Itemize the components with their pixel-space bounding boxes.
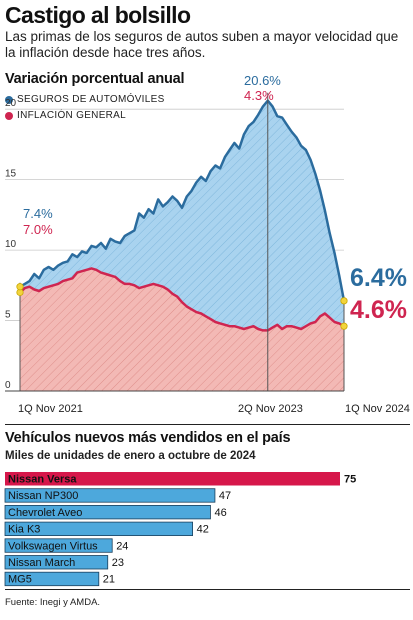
bar-label: Nissan NP300 xyxy=(8,490,78,502)
bar-1 xyxy=(4,488,216,503)
bar-4 xyxy=(4,538,113,553)
y-tick-label: 10 xyxy=(5,239,17,250)
x-label-end: 1Q Nov 2024 xyxy=(345,403,410,415)
section-divider xyxy=(5,424,410,425)
start-inflation-label: 7.0% xyxy=(23,222,53,237)
insurance-legend-dot xyxy=(5,95,13,104)
bar-label: Nissan March xyxy=(8,557,75,569)
inflation-endpoint-marker xyxy=(340,322,348,330)
inflation-legend-dot xyxy=(5,111,13,120)
bar-0 xyxy=(5,472,340,486)
peak-insurance-label: 20.6% xyxy=(244,73,281,88)
insurance-endpoint-marker xyxy=(16,283,24,291)
bar-3 xyxy=(4,521,194,536)
bar-value-label: 23 xyxy=(112,557,124,569)
y-tick-label: 20 xyxy=(5,98,17,109)
bar-label: Nissan Versa xyxy=(8,474,77,486)
end-inflation-label: 4.6% xyxy=(350,296,407,324)
legend-insurance-label: SEGUROS DE AUTOMÓVILES xyxy=(17,94,165,105)
bar-value-label: 24 xyxy=(116,540,128,552)
bar-value-label: 42 xyxy=(197,524,209,536)
bar-label: Kia K3 xyxy=(8,524,40,536)
y-tick-label: 15 xyxy=(5,169,17,180)
bar-value-label: 21 xyxy=(103,574,115,586)
legend-inflation: INFLACIÓN GENERAL xyxy=(5,110,126,121)
bar-label: MG5 xyxy=(8,574,32,586)
source-note: Fuente: Inegi y AMDA. xyxy=(5,597,101,608)
insurance-line xyxy=(19,99,346,302)
x-label-peak: 2Q Nov 2023 xyxy=(238,403,303,415)
bar-6 xyxy=(4,571,100,587)
y-tick-label: 0 xyxy=(5,380,11,391)
peak-inflation-label: 4.3% xyxy=(244,88,274,103)
end-insurance-label: 6.4% xyxy=(350,264,407,292)
inflation-line xyxy=(19,267,345,332)
bar-value-label: 47 xyxy=(219,490,231,502)
page-subtitle: Las primas de los seguros de autos suben… xyxy=(5,29,399,60)
bar-chart-title: Vehículos nuevos más vendidos en el país xyxy=(5,430,291,446)
insurance-endpoint-marker xyxy=(340,297,348,305)
bar-5 xyxy=(4,555,109,570)
line-chart-title: Variación porcentual anual xyxy=(5,71,185,87)
legend-inflation-label: INFLACIÓN GENERAL xyxy=(17,110,127,121)
bar-2 xyxy=(4,504,211,520)
bar-value-label: 46 xyxy=(214,507,226,519)
bar-value-label: 75 xyxy=(344,474,356,486)
bar-chart-subtitle: Miles de unidades de enero a octubre de … xyxy=(5,450,256,462)
inflation-area xyxy=(20,268,344,391)
y-tick-label: 5 xyxy=(5,310,11,321)
x-label-start: 1Q Nov 2021 xyxy=(18,403,83,415)
footer-divider xyxy=(5,589,410,590)
bar-label: Chevrolet Aveo xyxy=(8,507,82,519)
legend-insurance: SEGUROS DE AUTOMÓVILES xyxy=(5,94,165,105)
bar-label: Volkswagen Virtus xyxy=(8,540,98,552)
start-insurance-label: 7.4% xyxy=(23,206,53,221)
page-title: Castigo al bolsillo xyxy=(5,2,191,28)
